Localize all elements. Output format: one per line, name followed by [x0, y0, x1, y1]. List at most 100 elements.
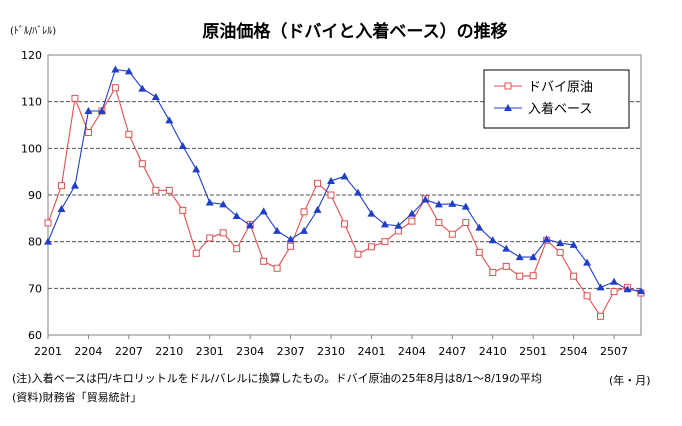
data-point	[192, 249, 200, 257]
x-tick-label: 2307	[277, 345, 305, 358]
x-tick-label: 2501	[519, 345, 547, 358]
legend-marker	[504, 82, 512, 90]
data-point	[394, 227, 402, 235]
data-point	[515, 253, 524, 261]
data-point	[44, 237, 52, 245]
y-axis-ticks: 60 70 80 90 100 110 120	[21, 49, 42, 342]
y-unit-label: (ﾄﾞﾙ/ﾊﾞﾚﾙ)	[10, 25, 56, 37]
legend-label: 入着ベース	[528, 101, 592, 117]
data-point	[407, 209, 416, 217]
data-point	[556, 239, 565, 247]
data-point	[287, 242, 295, 250]
x-tick-label: 2310	[317, 345, 345, 358]
x-tick-label: 2210	[155, 345, 183, 358]
y-tick-label: 110	[21, 96, 42, 109]
legend-label: ドバイ原油	[528, 80, 593, 95]
data-point	[84, 107, 93, 114]
data-point	[448, 230, 456, 238]
chart-title: 原油価格（ドバイと入着ベース）の推移	[202, 21, 507, 42]
data-point	[286, 235, 295, 243]
data-point	[219, 200, 228, 208]
data-point	[353, 188, 362, 196]
x-unit-label: (年・月)	[609, 374, 651, 387]
data-point	[623, 285, 632, 293]
data-point	[232, 212, 241, 219]
data-point	[138, 84, 147, 92]
data-point	[408, 217, 416, 225]
data-point	[71, 94, 79, 102]
data-point	[84, 128, 92, 136]
x-tick-label: 2507	[600, 345, 628, 358]
data-point	[583, 292, 591, 300]
data-point	[475, 223, 484, 231]
x-tick-label: 2301	[196, 345, 224, 358]
data-point	[259, 207, 268, 215]
data-point	[381, 238, 389, 246]
x-tick-label: 2407	[438, 345, 466, 358]
data-point	[502, 244, 511, 252]
data-point	[421, 195, 430, 203]
series-2	[44, 65, 645, 295]
data-point	[138, 160, 146, 168]
data-point	[165, 186, 173, 194]
data-point	[461, 202, 470, 210]
data-point	[475, 248, 483, 256]
data-point	[219, 229, 227, 237]
data-point	[44, 219, 52, 227]
data-point	[273, 264, 281, 272]
data-point	[179, 206, 187, 214]
data-point	[57, 205, 66, 212]
data-point	[448, 199, 457, 207]
data-point	[70, 181, 79, 189]
data-point	[124, 67, 133, 75]
data-point	[502, 262, 510, 270]
data-point	[354, 250, 362, 258]
x-tick-label: 2304	[236, 345, 264, 358]
data-point	[111, 84, 119, 92]
data-point	[300, 208, 308, 216]
data-point	[529, 253, 538, 261]
data-point	[462, 219, 470, 227]
y-tick-label: 70	[28, 282, 42, 295]
data-point	[610, 277, 619, 285]
data-point	[610, 288, 618, 296]
data-point	[542, 235, 551, 243]
data-point	[327, 177, 336, 184]
data-point	[246, 221, 255, 229]
data-point	[152, 186, 160, 194]
data-point	[516, 272, 524, 280]
data-point	[57, 182, 65, 190]
data-point	[637, 287, 645, 295]
legend-box	[483, 69, 630, 129]
footnote: (注)入着ベースは円/キロリットルをドル/バレルに換算したもの。ドバイ原油の25…	[12, 372, 542, 385]
y-tick-label: 100	[21, 142, 42, 155]
data-point	[178, 142, 187, 149]
x-axis-ticks: 2201 2204 2207 2210 2301 2304 2307 2310 2401 2404…	[34, 335, 628, 358]
x-tick-label: 2401	[357, 345, 385, 358]
y-tick-label: 120	[21, 49, 42, 62]
data-point	[260, 257, 268, 265]
data-point	[151, 93, 160, 100]
x-tick-label: 2204	[74, 345, 102, 358]
series-layer	[44, 65, 645, 320]
data-point	[367, 209, 376, 217]
y-tick-label: 80	[28, 236, 42, 249]
data-point	[488, 236, 497, 244]
data-point	[489, 268, 497, 276]
data-point	[125, 130, 133, 138]
data-point	[556, 248, 564, 256]
data-point	[570, 272, 578, 280]
x-tick-label: 2504	[560, 345, 588, 358]
data-point	[394, 221, 403, 229]
data-point	[97, 107, 106, 114]
data-point	[367, 243, 375, 251]
y-tick-label: 60	[28, 329, 42, 342]
data-point	[165, 116, 174, 124]
legend-marker	[504, 104, 512, 111]
data-point	[597, 312, 605, 320]
data-point	[314, 179, 322, 187]
data-point	[233, 245, 241, 253]
data-point	[273, 226, 282, 234]
